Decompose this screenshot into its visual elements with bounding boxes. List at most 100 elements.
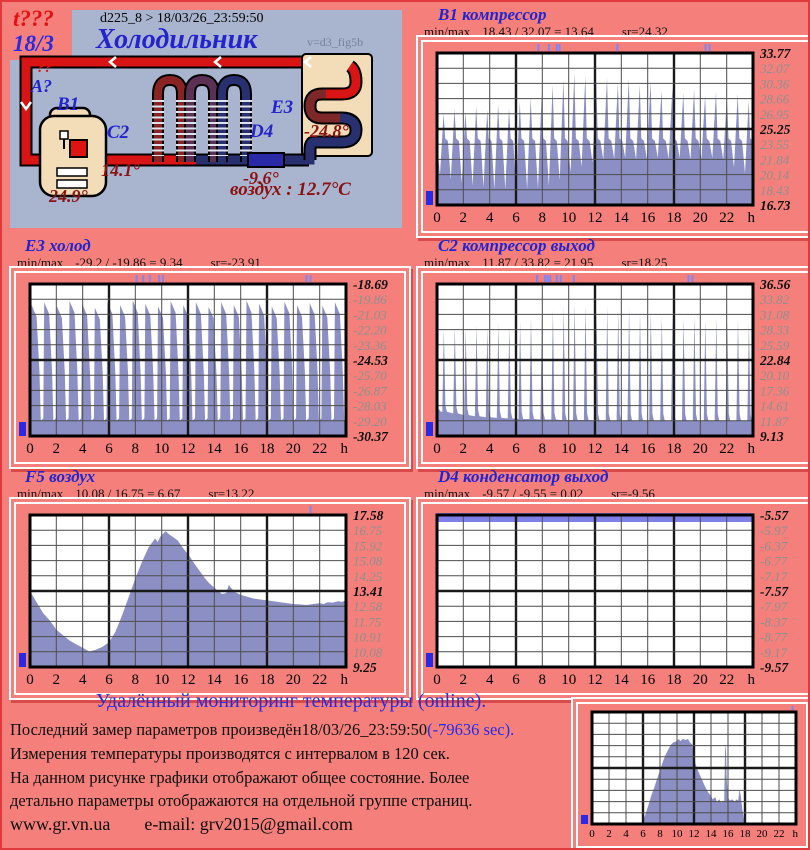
- footer-last-measurement-time: 18/03/26_23:59:50: [301, 720, 428, 739]
- compressor-indicator: [69, 139, 88, 158]
- x-axis-label: 16: [640, 441, 656, 457]
- c2-temp-value: 14.1°: [101, 160, 140, 180]
- y-axis-label: 17.36: [760, 383, 790, 398]
- minmax-label: min/max: [424, 486, 471, 501]
- chart-block-f5: F5 воздух min/max 10.08 / 16.75 = 6.67 sr=…: [9, 467, 406, 695]
- live-marker: [581, 815, 588, 824]
- y-axis-label: 30.36: [759, 76, 790, 91]
- y-axis-label: 15.92: [353, 538, 383, 553]
- x-axis-label: 4: [623, 828, 629, 840]
- x-axis-label: 14: [614, 441, 630, 457]
- y-axis-label: 23.55: [760, 137, 790, 152]
- y-axis-label: 14.25: [353, 569, 383, 584]
- y-axis-label: 17.58: [353, 508, 384, 523]
- chart-block-mini: 0 2 4 6 8 10 12 14 16 18 20 22 h: [576, 702, 808, 848]
- chart-title-b1: B1 компрессор: [438, 5, 547, 24]
- x-axis-label: 4: [486, 210, 494, 226]
- y-axis-label: 11.75: [353, 614, 382, 629]
- x-axis-label: 20: [286, 672, 301, 688]
- x-axis-label: 2: [460, 441, 468, 457]
- evaporator-pipe-cold: [305, 113, 361, 165]
- y-axis-label: 10.91: [353, 630, 382, 645]
- x-axis-label: 10: [154, 672, 169, 688]
- chart-title-d4: D4 конденсатор выход: [438, 467, 609, 486]
- sensor-a-label: A?: [31, 76, 53, 96]
- y-axis-label: -9.17: [760, 645, 788, 660]
- x-axis-label: h: [748, 672, 756, 688]
- y-axis-label: 9.13: [760, 429, 784, 444]
- y-axis-label: -21.03: [353, 307, 387, 322]
- x-axis-label: 22: [312, 441, 327, 457]
- chart-stats-d4: min/max -9.57 / -9.55 = 0.02 sr=-9.56: [424, 486, 808, 501]
- x-axis-label: 2: [460, 210, 468, 226]
- x-axis-label: 8: [539, 672, 547, 688]
- flow-arrow-icons: [19, 56, 312, 112]
- x-axis-label: 0: [433, 672, 441, 688]
- y-axis-label: 14.61: [760, 399, 789, 414]
- refrigeration-scheme-panel: t??? 18/3 d225_8 > 18/03/26_23:59:50 Хол…: [10, 6, 402, 228]
- chart-block-c2: C2 компрессор выход min/max 11.87 / 33.82…: [416, 236, 808, 464]
- x-axis-label: 8: [539, 441, 547, 457]
- y-axis-label: -23.36: [353, 338, 387, 353]
- plot-border: [435, 282, 755, 438]
- live-marker: [426, 653, 433, 667]
- y-axis-label: -6.37: [760, 538, 788, 553]
- sr-value: sr=24.32: [621, 24, 668, 39]
- email-link[interactable]: e-mail: grv2015@gmail.com: [144, 814, 353, 834]
- website-link[interactable]: www.gr.vn.ua: [10, 814, 111, 834]
- live-marker: [19, 422, 26, 436]
- minmax-value: 18.43 / 32.07 = 13.64: [482, 24, 594, 39]
- compressor-slat-2: [56, 179, 88, 189]
- x-axis-label: 12: [689, 828, 700, 840]
- y-axis-label: 32.07: [759, 61, 790, 76]
- y-axis-label: -9.57: [760, 660, 789, 675]
- scheme-title: Холодильник: [96, 24, 258, 55]
- y-axis-label: 25.59: [760, 338, 790, 353]
- x-axis-label: 12: [588, 441, 603, 457]
- x-axis-label: 18: [740, 828, 752, 840]
- y-axis-label: -18.69: [353, 277, 388, 292]
- x-axis-label: 22: [719, 672, 734, 688]
- chart-frame-b1: 33.77 32.07 30.36 28.66 26.95 25.25 23.55 21.84…: [421, 40, 808, 233]
- plot-border: [435, 51, 755, 207]
- c2-plot-svg: 36.5633.8231.0828.3325.5922.8420.1017.36…: [426, 275, 791, 457]
- chart-title-e3: E3 холод: [25, 236, 91, 255]
- y-axis-label: -7.97: [760, 599, 788, 614]
- x-axis-label: 14: [614, 210, 630, 226]
- minmax-label: min/max: [424, 24, 471, 39]
- e3-temp-value: -24.8°: [304, 121, 349, 141]
- chart-stats-e3: min/max -29.2 / -19.86 = 9.34 sr=-23.91: [17, 255, 405, 270]
- evaporator-pipe-hot: [324, 62, 361, 99]
- x-axis-label: 22: [312, 672, 327, 688]
- x-axis-label: h: [748, 210, 756, 226]
- minmax-label: min/max: [17, 486, 64, 501]
- chart-block-d4: D4 конденсатор выход min/max -9.57 / -9.5…: [416, 467, 808, 695]
- minmax-label: min/max: [424, 255, 471, 270]
- evaporator-pipe-mid: [305, 89, 342, 123]
- y-axis-label: 25.25: [759, 122, 791, 137]
- coil-3: [218, 75, 250, 162]
- plot-border: [28, 282, 348, 438]
- chart-frame-mini: 0 2 4 6 8 10 12 14 16 18 20 22 h: [576, 702, 808, 848]
- y-axis-label: 16.73: [760, 198, 791, 213]
- footer-overview-note-2: детально параметры отображаются на отдел…: [10, 791, 473, 810]
- footer-last-measurement-text: Последний замер параметров произведён: [10, 720, 302, 739]
- x-axis-label: 12: [181, 672, 196, 688]
- minmax-value: 10.08 / 16.75 = 6.67: [75, 486, 181, 501]
- y-axis-label: 31.08: [759, 307, 790, 322]
- y-axis-label: 18.43: [760, 183, 790, 198]
- d4-sensor-sleeve: [247, 152, 285, 168]
- f5-plot-svg: 17.5816.7515.9215.0814.2513.4112.5811.75…: [19, 506, 384, 688]
- x-axis-label: 14: [207, 672, 223, 688]
- x-axis-label: 14: [207, 441, 223, 457]
- b1-temp-value: 24.9°: [49, 186, 88, 206]
- footer-interval-note: Измерения температуры производятся с инт…: [10, 744, 450, 763]
- y-axis-label: -28.03: [353, 399, 387, 414]
- compressor-valve: [59, 130, 69, 140]
- y-axis-label: 20.14: [760, 168, 790, 183]
- chart-stats-f5: min/max 10.08 / 16.75 = 6.67 sr=13.22: [17, 486, 405, 501]
- x-axis-label: 0: [433, 210, 441, 226]
- x-axis-label: 14: [706, 828, 718, 840]
- footer-last-measurement: Последний замер параметров произведён18/…: [10, 720, 514, 740]
- sensor-b1-label: B1: [57, 94, 80, 115]
